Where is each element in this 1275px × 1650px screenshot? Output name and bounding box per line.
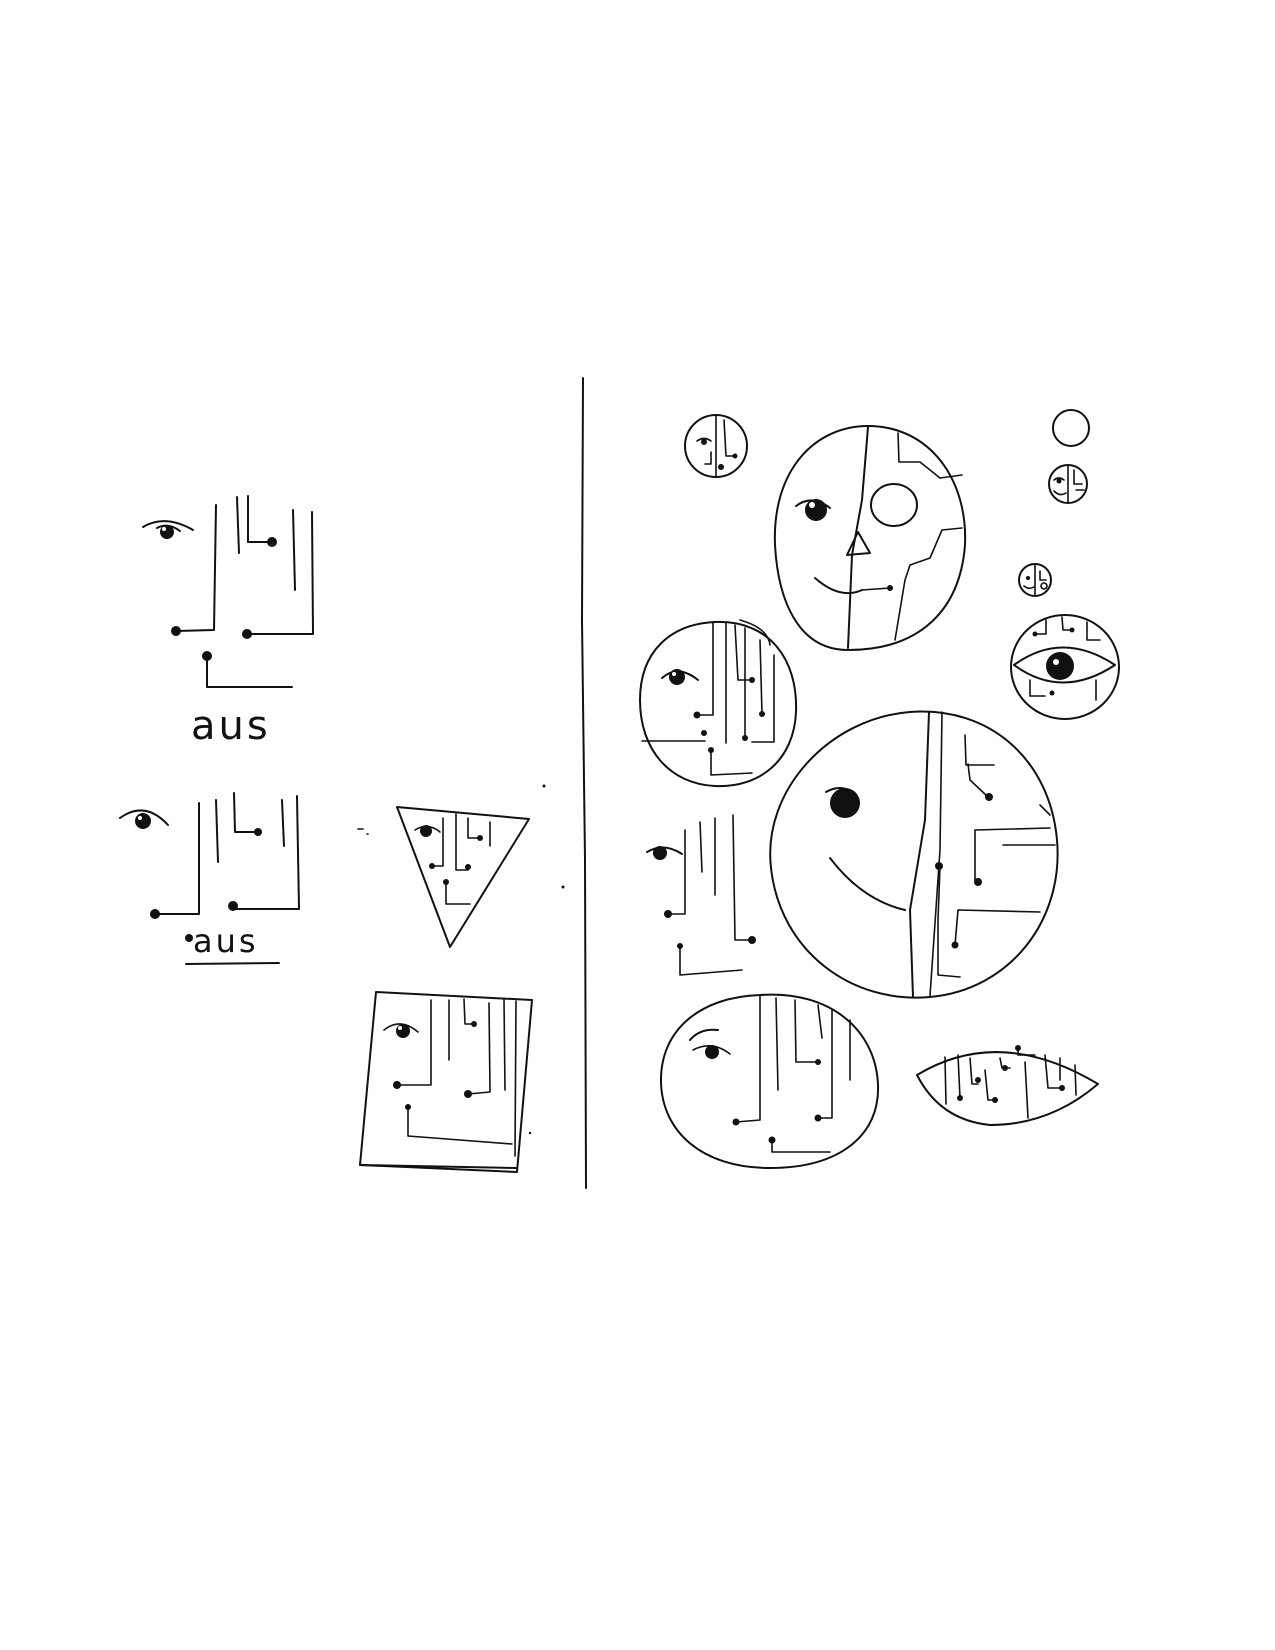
square-face — [360, 992, 532, 1172]
oval-circuit-face — [661, 995, 878, 1168]
half-robot-face — [775, 426, 965, 650]
circuit-face-1 — [143, 496, 313, 687]
stray-marks — [528, 784, 565, 1135]
center-divider-line — [582, 378, 586, 1188]
empty-circle — [1053, 410, 1089, 446]
circle-circuit-face — [640, 620, 796, 786]
almond-circuit-face — [917, 1045, 1098, 1125]
circuit-face-2 — [120, 793, 299, 964]
large-circle-face — [770, 712, 1057, 998]
triangle-face — [358, 807, 529, 947]
tiny-circle-face — [1019, 564, 1051, 596]
open-circuit-face — [647, 815, 756, 975]
small-circle-face-1 — [685, 415, 747, 477]
handwritten-label-aus-underlined: aus — [193, 922, 259, 960]
circle-eye-face — [1011, 615, 1119, 719]
small-circle-face-2 — [1049, 465, 1087, 503]
handwritten-label-aus: aus — [191, 703, 271, 749]
